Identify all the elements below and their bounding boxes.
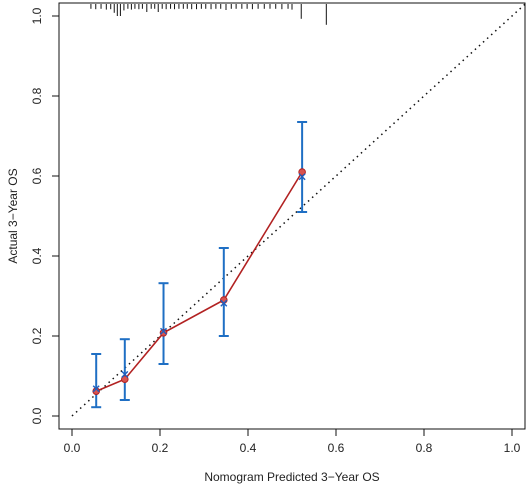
x-tick-label: 0.4 — [240, 441, 257, 455]
bias-corrected-point — [92, 385, 100, 393]
bias-corrected-points — [92, 173, 306, 393]
y-tick-label: 1.0 — [30, 7, 44, 24]
bias-corrected-point — [298, 173, 306, 181]
bias-corrected-point — [220, 299, 228, 307]
error-bars — [91, 121, 308, 409]
bias-corrected-stroke — [220, 299, 228, 307]
x-tick-label: 0.6 — [328, 441, 345, 455]
x-tick-label: 1.0 — [504, 441, 521, 455]
y-tick-label: 0.0 — [30, 407, 44, 424]
series-point — [159, 329, 168, 337]
series-point — [298, 168, 306, 176]
ideal-reference-line — [71, 3, 526, 417]
y-tick-label: 0.4 — [30, 247, 44, 264]
x-ticks: 0.0 0.2 0.4 0.6 0.8 1.0 — [64, 429, 521, 455]
x-axis-label: Nomogram Predicted 3−Year OS — [204, 470, 379, 484]
x-tick-label: 0.2 — [152, 441, 169, 455]
series-line — [95, 171, 303, 392]
series-point — [121, 375, 129, 384]
bias-corrected-stroke — [298, 173, 306, 181]
bias-corrected-stroke — [92, 385, 100, 393]
y-ticks: 0.0 0.2 0.4 0.6 0.8 1.0 — [30, 7, 59, 424]
bias-corrected-stroke — [160, 327, 168, 335]
y-tick-label: 0.2 — [30, 327, 44, 344]
x-tick-label: 0.0 — [64, 441, 81, 455]
y-tick-label: 0.6 — [30, 167, 44, 184]
y-axis-label: Actual 3−Year OS — [6, 168, 20, 263]
bias-corrected-stroke — [121, 370, 129, 378]
x-tick-label: 0.8 — [416, 441, 433, 455]
rug-plot — [90, 4, 327, 25]
y-tick-label: 0.8 — [30, 87, 44, 104]
bias-corrected-point — [121, 370, 129, 378]
bias-corrected-point — [160, 327, 168, 335]
